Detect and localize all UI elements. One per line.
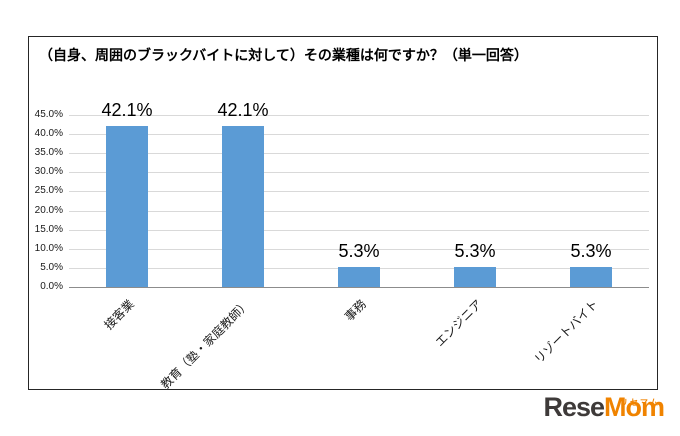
gridline <box>69 134 649 136</box>
gridline <box>69 229 649 231</box>
y-tick-label: 30.0% <box>34 166 63 178</box>
bar-0 <box>106 126 148 287</box>
gridline <box>69 248 649 250</box>
y-tick-label: 10.0% <box>34 242 63 254</box>
logo-katakana: リセマム <box>620 398 660 407</box>
y-tick-label: 5.0% <box>40 261 63 273</box>
bar-2 <box>338 266 380 287</box>
logo-text-rese: Rese <box>543 392 605 422</box>
x-axis-label-1: 教育（塾・家庭教師） <box>158 297 253 392</box>
x-axis-label-0: 接客業 <box>101 297 137 333</box>
bar-4 <box>570 266 612 287</box>
y-tick-label: 40.0% <box>34 128 63 140</box>
bar-3 <box>454 266 496 287</box>
data-label-1: 42.1% <box>217 100 269 121</box>
gridline <box>69 153 649 155</box>
chart-title: （自身、周囲のブラックバイトに対して）その業種は何ですか？（単一回答） <box>39 47 528 63</box>
data-label-0: 42.1% <box>101 100 153 121</box>
y-tick-label: 15.0% <box>34 223 63 235</box>
x-axis-line <box>69 287 649 288</box>
y-tick-label: 25.0% <box>34 185 63 197</box>
data-label-3: 5.3% <box>454 240 496 261</box>
x-axis-label-4: リゾートバイト <box>531 297 601 367</box>
y-tick-label: 45.0% <box>34 109 63 120</box>
plot-area: 0.0% 5.0% 10.0% 15.0% 20.0% 25.0% 30.0% 35.0% 40… <box>35 100 649 392</box>
y-tick-label: 20.0% <box>34 204 63 216</box>
x-axis-label-3: エンジニア <box>432 297 485 350</box>
gridline <box>69 172 649 174</box>
chart-frame: （自身、周囲のブラックバイトに対して）その業種は何ですか？（単一回答） 0.0%… <box>28 36 658 392</box>
y-tick-label: 35.0% <box>34 147 63 159</box>
gridline <box>69 191 649 193</box>
x-axis-label-2: 事務 <box>342 297 369 324</box>
bar-1 <box>222 126 264 287</box>
gridline <box>69 115 649 116</box>
logo-text-mom: Mom <box>604 392 665 422</box>
y-tick-label: 0.0% <box>40 281 63 292</box>
gridline <box>69 210 649 212</box>
resemom-logo: リセマム ReseMom <box>543 392 665 427</box>
data-label-4: 5.3% <box>570 240 612 261</box>
data-label-2: 5.3% <box>338 240 380 261</box>
